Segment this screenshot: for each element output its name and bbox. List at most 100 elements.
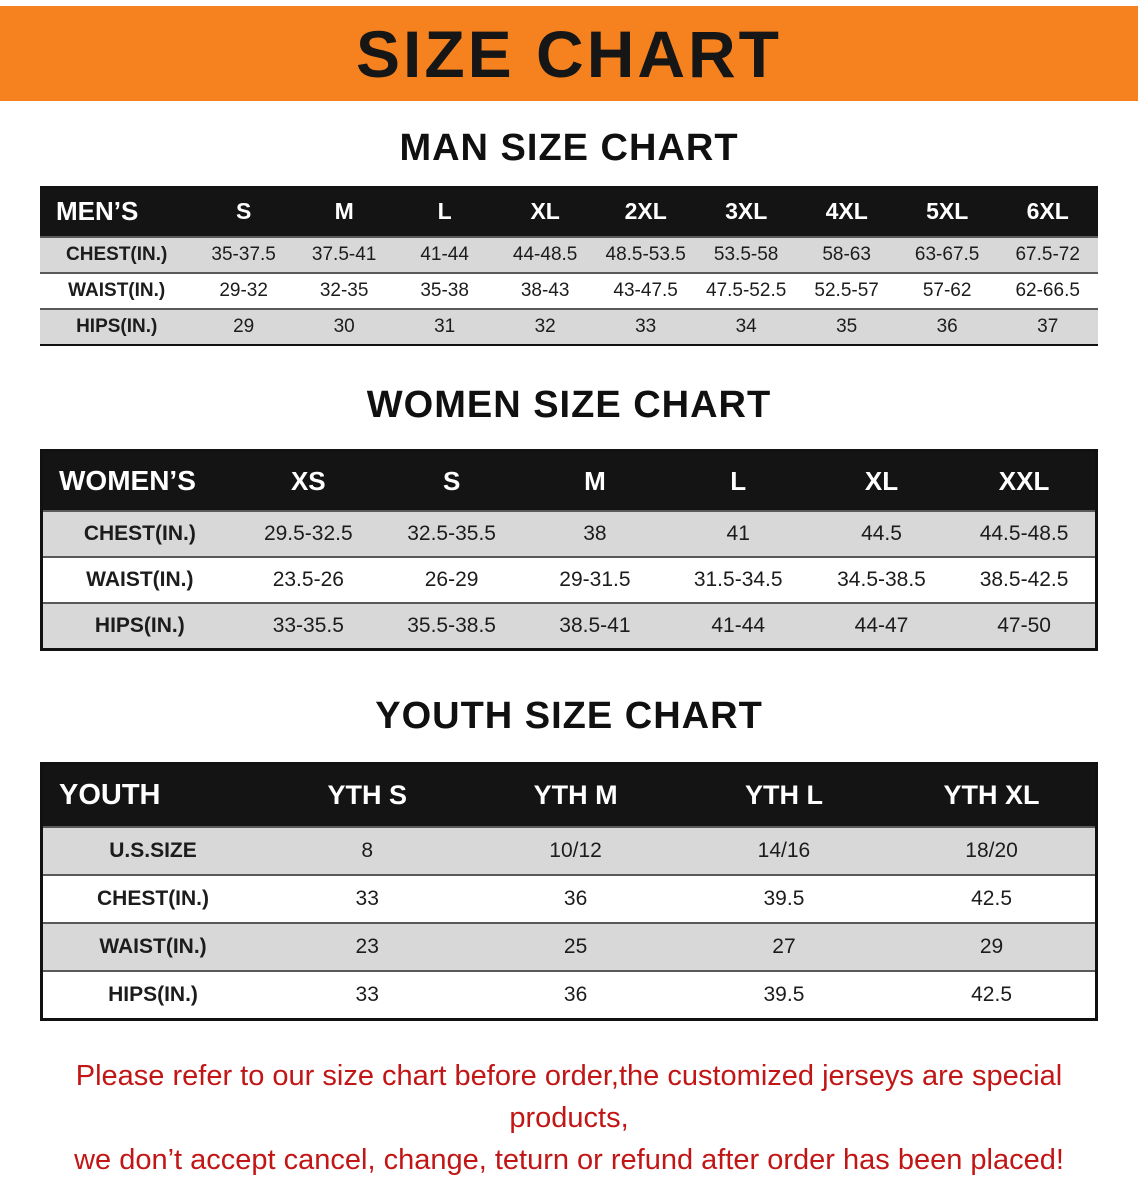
- women-size-header-cell: M: [523, 450, 667, 511]
- men-size-table-wrap: MEN’S S M L XL 2XL 3XL 4XL 5XL 6XL CHEST(IN.) 35-37…: [40, 186, 1098, 346]
- measure-value-cell: 30: [333, 316, 355, 337]
- measure-value-cell: 57-62: [922, 280, 972, 301]
- youth-size-header-cell: YTH XL: [888, 763, 1097, 827]
- section-youth: YOUTH SIZE CHART YOUTH YTH S YTH M YTH L YTH…: [0, 695, 1138, 1021]
- measure-value-cell: 35.5-38.5: [407, 614, 496, 637]
- women-size-header-cell: XS: [236, 450, 380, 511]
- measure-value-cell: 26-29: [424, 568, 479, 591]
- youth-size-table: YOUTH YTH S YTH M YTH L YTH XL U.S.SIZE 8 10/12…: [40, 762, 1098, 1021]
- measure-value-cell: 27: [772, 935, 796, 958]
- measure-value-cell: 31: [434, 316, 456, 337]
- measure-value-cell: 42.5: [971, 983, 1012, 1006]
- men-size-header-cell: XL: [494, 186, 596, 237]
- measure-value-cell: 33-35.5: [272, 614, 344, 637]
- measure-value-cell: 38.5-41: [559, 614, 631, 637]
- youth-section-heading: YOUTH SIZE CHART: [375, 695, 763, 737]
- men-size-header-cell: M: [293, 186, 395, 237]
- measure-value-cell: 29.5-32.5: [263, 522, 353, 545]
- measure-value-cell: 37.5-41: [311, 244, 377, 265]
- table-row: WAIST(IN.) 29-32 32-35 35-38 38-43 43-47.5 47.…: [40, 273, 1098, 309]
- measure-value-cell: 38-43: [520, 280, 570, 301]
- measure-value-cell: 52.5-57: [814, 280, 879, 301]
- measure-value-cell: 47-50: [997, 614, 1051, 637]
- measure-value-cell: 25: [563, 935, 588, 958]
- table-row: HIPS(IN.) 33-35.5 35.5-38.5 38.5-41 41-44 44-…: [41, 603, 1097, 650]
- section-men: MAN SIZE CHART MEN’S S M L XL 2XL 3XL 4XL 5XL 6XL…: [0, 127, 1138, 346]
- disclaimer-line-2: we don’t accept cancel, change, teturn o…: [74, 1144, 1064, 1177]
- measure-value-cell: 23.5-26: [272, 568, 344, 591]
- measure-label-cell: HIPS(IN.): [108, 983, 198, 1006]
- measure-value-cell: 29-32: [219, 280, 268, 301]
- measure-value-cell: 67.5-72: [1015, 244, 1080, 265]
- measure-value-cell: 36: [563, 983, 588, 1006]
- men-size-header-cell: 6XL: [997, 186, 1098, 237]
- header-row: WOMEN’S XS S M L XL XXL: [41, 450, 1097, 511]
- men-size-header-cell: 4XL: [796, 186, 897, 237]
- measure-value-cell: 32: [534, 316, 556, 337]
- measure-value-cell: 44-47: [854, 614, 909, 637]
- measure-value-cell: 29-31.5: [559, 568, 631, 591]
- measure-value-cell: 41-44: [711, 614, 766, 637]
- measure-value-cell: 33: [355, 983, 379, 1006]
- women-size-table: WOMEN’S XS S M L XL XXL CHEST(IN.) 29.5-32.5 32.5…: [40, 449, 1098, 651]
- table-row: HIPS(IN.) 29 30 31 32 33 34 35 36 37: [40, 309, 1098, 345]
- measure-value-cell: 23: [355, 935, 379, 958]
- women-size-header-cell: XL: [809, 450, 954, 511]
- men-size-header-cell: L: [394, 186, 495, 237]
- men-size-header-cell: 2XL: [595, 186, 696, 237]
- measure-value-cell: 33: [635, 316, 657, 337]
- table-row: WAIST(IN.) 23 25 27 29: [41, 923, 1097, 971]
- measure-value-cell: 38: [583, 522, 607, 545]
- measure-label-cell: CHEST(IN.): [83, 522, 196, 545]
- measure-value-cell: 32.5-35.5: [407, 522, 496, 545]
- measure-value-cell: 62-66.5: [1015, 280, 1080, 301]
- page-title: SIZE CHART: [356, 16, 782, 91]
- measure-value-cell: 34.5-38.5: [837, 568, 926, 591]
- measure-value-cell: 42.5: [971, 887, 1012, 910]
- measure-label-cell: WAIST(IN.): [99, 935, 207, 958]
- men-section-heading: MAN SIZE CHART: [399, 127, 739, 169]
- measure-value-cell: 36: [936, 316, 958, 337]
- measure-value-cell: 37: [1037, 316, 1059, 337]
- measure-label-cell: CHEST(IN.): [66, 244, 168, 265]
- measure-value-cell: 14/16: [757, 839, 811, 862]
- measure-value-cell: 47.5-52.5: [706, 280, 787, 301]
- measure-label-cell: U.S.SIZE: [109, 839, 197, 862]
- table-row: U.S.SIZE 8 10/12 14/16 18/20: [41, 827, 1097, 875]
- measure-value-cell: 35-37.5: [211, 244, 276, 265]
- section-women: WOMEN SIZE CHART WOMEN’S XS S M L XL XXL CHEST(…: [0, 384, 1138, 651]
- men-size-header-cell: 5XL: [896, 186, 998, 237]
- men-size-header-cell: S: [193, 186, 294, 237]
- measure-value-cell: 38.5-42.5: [979, 568, 1069, 591]
- header-row: MEN’S S M L XL 2XL 3XL 4XL 5XL 6XL: [40, 186, 1098, 237]
- youth-size-header-cell: YTH M: [471, 763, 680, 827]
- measure-value-cell: 41: [726, 522, 750, 545]
- youth-size-table-wrap: YOUTH YTH S YTH M YTH L YTH XL U.S.SIZE 8 10/12…: [40, 762, 1098, 1021]
- measure-value-cell: 29: [979, 935, 1004, 958]
- measure-value-cell: 44-48.5: [512, 244, 578, 265]
- measure-label-cell: HIPS(IN.): [94, 614, 185, 637]
- women-size-table-wrap: WOMEN’S XS S M L XL XXL CHEST(IN.) 29.5-32.5 32.5…: [40, 449, 1098, 651]
- measure-value-cell: 35: [836, 316, 858, 337]
- table-row: HIPS(IN.) 33 36 39.5 42.5: [41, 971, 1097, 1020]
- measure-value-cell: 35-38: [420, 280, 469, 301]
- table-row: CHEST(IN.) 35-37.5 37.5-41 41-44 44-48.5 48.5…: [40, 237, 1098, 273]
- measure-label-cell: CHEST(IN.): [97, 887, 210, 910]
- women-size-header-cell: S: [379, 450, 524, 511]
- measure-value-cell: 31.5-34.5: [693, 568, 783, 591]
- women-table-title-cell: WOMEN’S: [41, 450, 237, 511]
- measure-value-cell: 29: [233, 316, 255, 337]
- women-size-header-cell: L: [666, 450, 810, 511]
- measure-value-cell: 34: [735, 316, 757, 337]
- disclaimer-line-1: Please refer to our size chart before or…: [75, 1060, 1063, 1135]
- women-size-header-cell: XXL: [953, 450, 1097, 511]
- measure-value-cell: 36: [563, 887, 588, 910]
- measure-value-cell: 48.5-53.5: [605, 244, 686, 265]
- table-row: CHEST(IN.) 33 36 39.5 42.5: [41, 875, 1097, 923]
- measure-value-cell: 43-47.5: [613, 280, 678, 301]
- measure-value-cell: 8: [361, 839, 374, 862]
- measure-value-cell: 39.5: [763, 983, 805, 1006]
- women-section-heading: WOMEN SIZE CHART: [366, 384, 772, 426]
- size-chart-page: SIZE CHART MAN SIZE CHART MEN’S S M L XL 2XL 3…: [0, 6, 1138, 1191]
- youth-size-header-cell: YTH S: [263, 763, 472, 827]
